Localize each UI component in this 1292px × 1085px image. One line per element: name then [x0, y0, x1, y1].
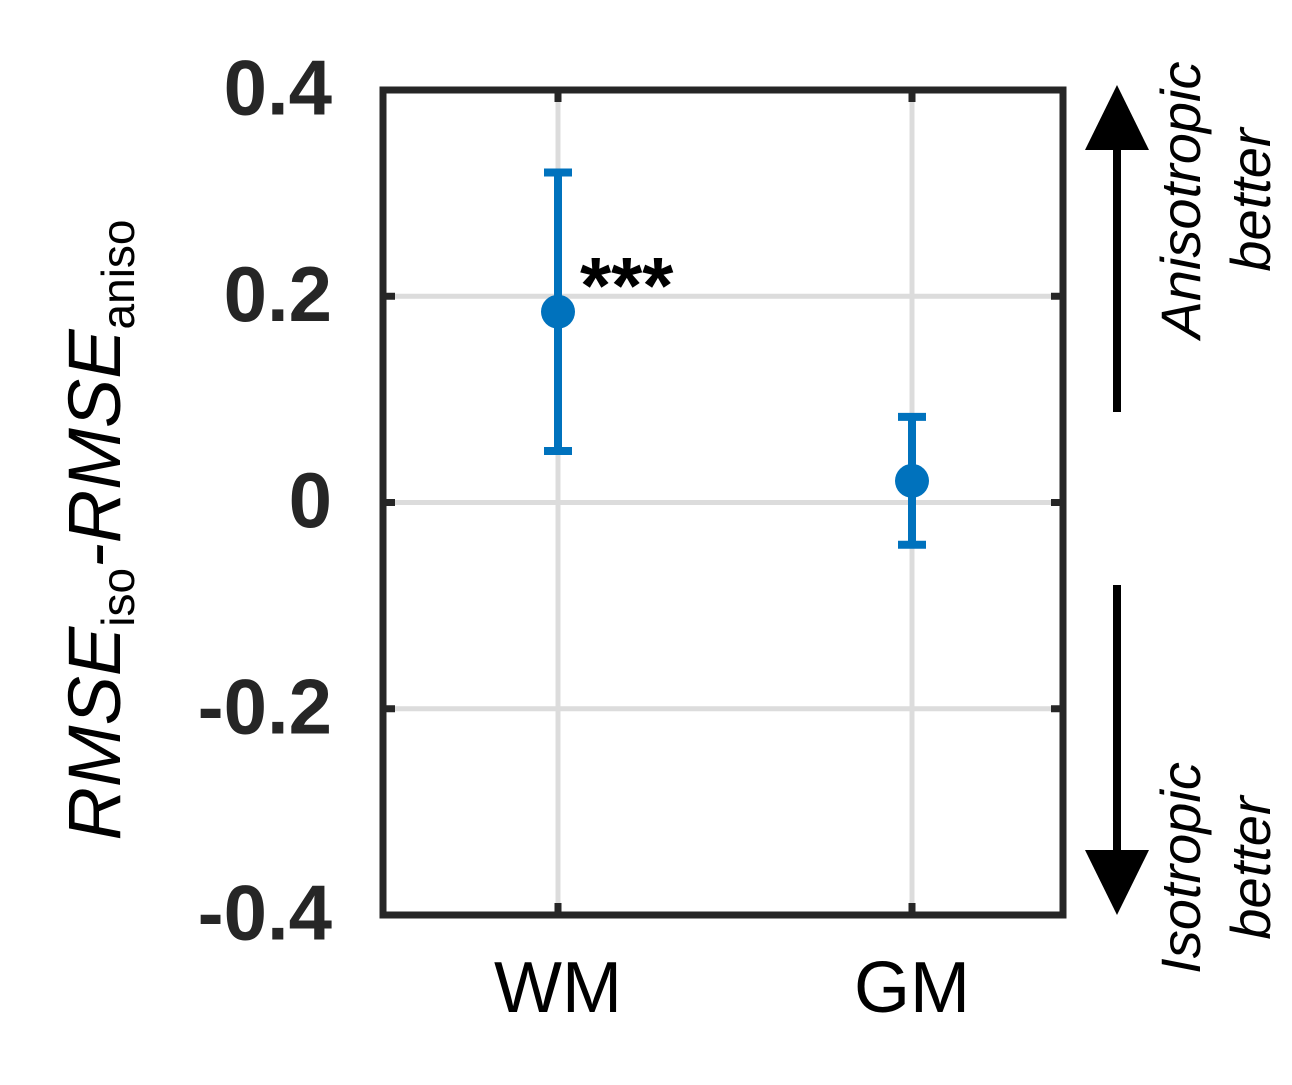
y-axis-label-part: -RMSE [53, 328, 136, 568]
significance-label: *** [580, 241, 674, 330]
data-point [895, 463, 929, 498]
arrow-head [1085, 850, 1149, 915]
data-point [541, 294, 575, 329]
y-tick-label: -0.2 [198, 662, 332, 750]
y-tick-label: 0 [289, 456, 332, 544]
arrow-head [1085, 85, 1149, 150]
y-axis-label: RMSEiso-RMSEaniso [53, 219, 145, 840]
side-note: Isotropic [1149, 762, 1212, 974]
y-tick-label: -0.4 [198, 869, 332, 957]
side-note: better [1219, 794, 1282, 940]
x-tick-label: GM [854, 948, 970, 1028]
side-note: Anisotropic [1149, 61, 1212, 341]
x-tick-label: WM [494, 948, 622, 1028]
y-tick-label: 0.4 [224, 44, 332, 132]
y-axis-label-part: RMSE [53, 625, 136, 840]
side-note: better [1219, 126, 1282, 272]
y-axis-label-subscript: aniso [92, 219, 144, 329]
y-tick-label: 0.2 [224, 250, 332, 338]
y-axis-label-subscript: iso [92, 568, 144, 627]
